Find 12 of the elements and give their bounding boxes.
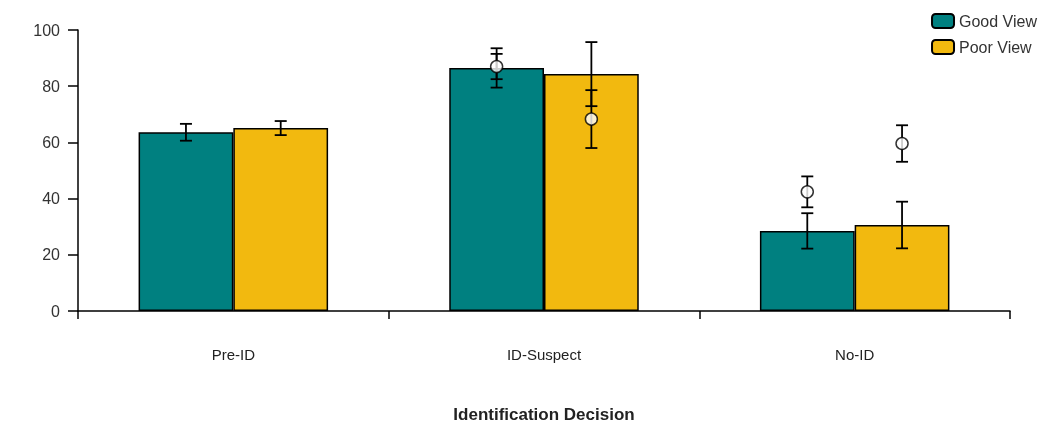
y-tick-label: 80 xyxy=(42,77,61,95)
y-tick-label: 20 xyxy=(42,246,61,264)
y-tick-label: 40 xyxy=(42,190,61,208)
x-axis-title: Identification Decision xyxy=(453,405,635,424)
legend-label: Poor View xyxy=(959,38,1033,56)
y-tick-label: 0 xyxy=(51,302,61,320)
x-tick-label: ID-Suspect xyxy=(506,346,582,363)
x-tick-label: No-ID xyxy=(835,346,875,363)
y-tick-label: 100 xyxy=(33,21,61,39)
x-tick-label: Pre-ID xyxy=(211,346,256,363)
legend-label: Good View xyxy=(959,12,1038,30)
y-tick-label: 60 xyxy=(42,133,61,151)
